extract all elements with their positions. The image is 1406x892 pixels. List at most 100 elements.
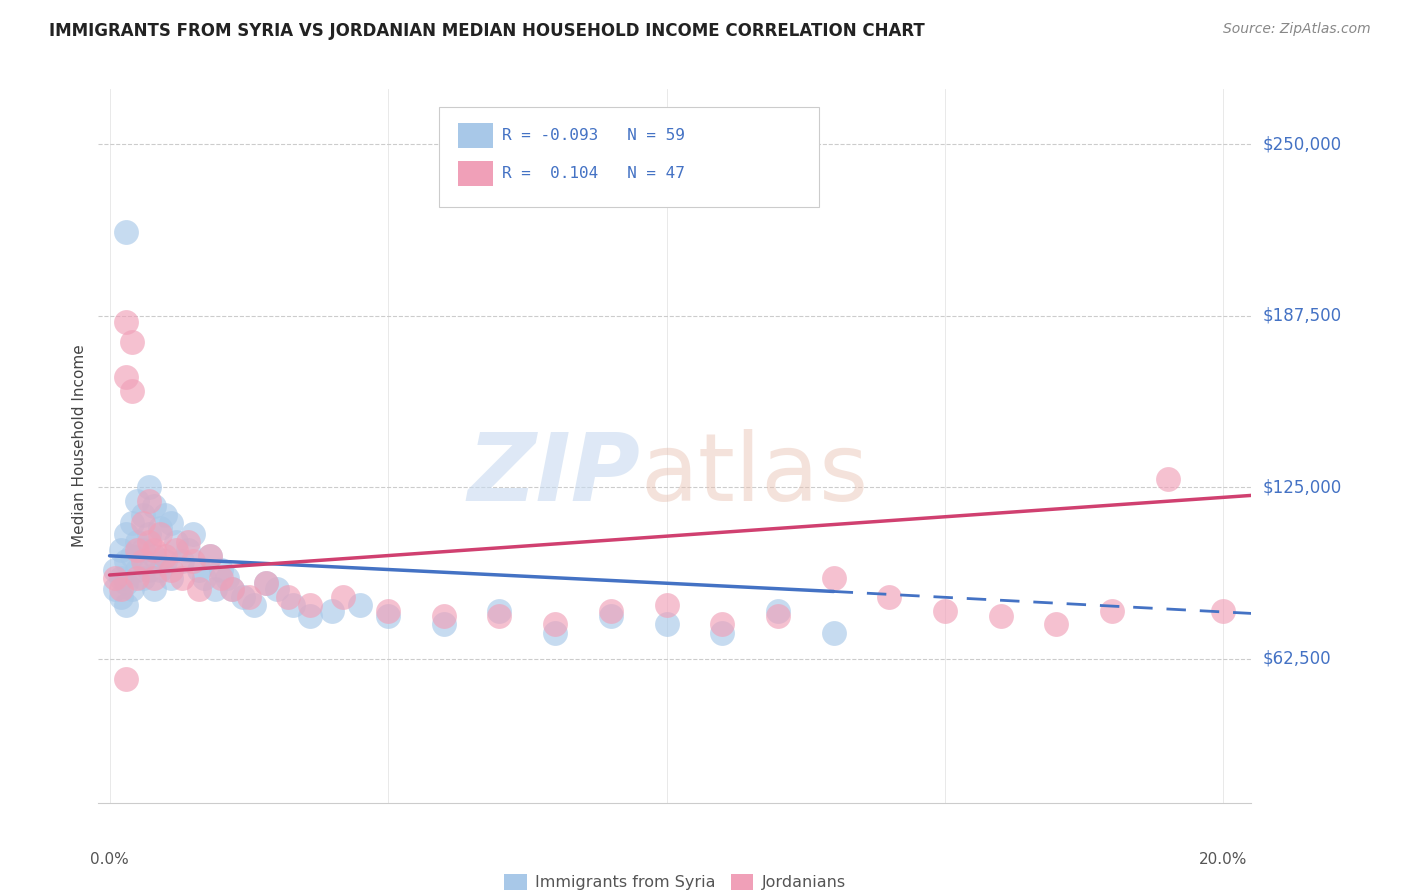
Point xyxy=(990,609,1012,624)
Point xyxy=(655,598,678,612)
Point xyxy=(115,526,138,541)
Point xyxy=(159,562,181,576)
FancyBboxPatch shape xyxy=(458,123,492,148)
Point xyxy=(209,571,232,585)
Text: 0.0%: 0.0% xyxy=(90,852,129,867)
Point xyxy=(165,543,187,558)
Point xyxy=(132,543,155,558)
Point xyxy=(176,543,198,558)
Text: Source: ZipAtlas.com: Source: ZipAtlas.com xyxy=(1223,22,1371,37)
Point xyxy=(159,571,181,585)
Point xyxy=(138,494,160,508)
Point xyxy=(115,370,138,384)
Point xyxy=(299,598,322,612)
Point xyxy=(209,562,232,576)
Point xyxy=(132,571,155,585)
Point xyxy=(115,225,138,239)
Y-axis label: Median Household Income: Median Household Income xyxy=(72,344,87,548)
Point xyxy=(110,582,132,596)
Point xyxy=(221,582,243,596)
Point xyxy=(1101,604,1123,618)
Point xyxy=(181,554,204,568)
Point xyxy=(143,500,166,514)
Point xyxy=(127,562,149,576)
Point xyxy=(198,549,221,563)
Point xyxy=(127,543,149,558)
FancyBboxPatch shape xyxy=(458,161,492,186)
Point xyxy=(488,604,510,618)
Point xyxy=(238,590,260,604)
Point xyxy=(277,590,299,604)
Point xyxy=(110,543,132,558)
Point xyxy=(127,494,149,508)
Point xyxy=(138,535,160,549)
Point xyxy=(1045,617,1067,632)
Point xyxy=(204,582,226,596)
Point xyxy=(433,609,456,624)
Text: IMMIGRANTS FROM SYRIA VS JORDANIAN MEDIAN HOUSEHOLD INCOME CORRELATION CHART: IMMIGRANTS FROM SYRIA VS JORDANIAN MEDIA… xyxy=(49,22,925,40)
Point xyxy=(711,625,734,640)
Text: $250,000: $250,000 xyxy=(1263,135,1341,153)
Point xyxy=(143,582,166,596)
Point xyxy=(187,562,209,576)
Point xyxy=(170,571,193,585)
Point xyxy=(283,598,305,612)
Point xyxy=(349,598,371,612)
Point xyxy=(110,590,132,604)
Point xyxy=(232,590,254,604)
Point xyxy=(132,554,155,568)
Point xyxy=(143,571,166,585)
Point xyxy=(377,604,399,618)
Point xyxy=(934,604,956,618)
Point xyxy=(766,609,789,624)
Point xyxy=(143,549,166,563)
Point xyxy=(138,562,160,576)
Point xyxy=(104,571,127,585)
Text: $125,000: $125,000 xyxy=(1263,478,1341,496)
Point xyxy=(149,562,172,576)
Point xyxy=(1157,472,1180,486)
Point xyxy=(266,582,288,596)
Point xyxy=(138,526,160,541)
Point xyxy=(115,598,138,612)
Point xyxy=(321,604,343,618)
Point xyxy=(254,576,277,591)
Point xyxy=(193,571,215,585)
Point xyxy=(121,549,143,563)
Point xyxy=(181,526,204,541)
Text: R =  0.104   N = 47: R = 0.104 N = 47 xyxy=(502,166,685,181)
Point xyxy=(132,508,155,522)
Point xyxy=(115,554,138,568)
Point xyxy=(766,604,789,618)
Point xyxy=(165,535,187,549)
Text: 20.0%: 20.0% xyxy=(1199,852,1247,867)
Point xyxy=(187,582,209,596)
Point xyxy=(155,549,177,563)
Point xyxy=(711,617,734,632)
Point xyxy=(544,617,567,632)
Point xyxy=(254,576,277,591)
Text: ZIP: ZIP xyxy=(467,428,640,521)
Point xyxy=(215,571,238,585)
Point xyxy=(121,582,143,596)
Point xyxy=(544,625,567,640)
Point xyxy=(377,609,399,624)
Point xyxy=(823,625,845,640)
Point xyxy=(121,334,143,349)
Point xyxy=(127,571,149,585)
Point xyxy=(104,582,127,596)
FancyBboxPatch shape xyxy=(439,107,818,207)
Point xyxy=(127,535,149,549)
Point xyxy=(159,516,181,530)
Point xyxy=(655,617,678,632)
Point xyxy=(110,571,132,585)
Point xyxy=(599,609,621,624)
Text: $187,500: $187,500 xyxy=(1263,307,1341,325)
Point xyxy=(155,508,177,522)
Point xyxy=(1212,604,1234,618)
Point xyxy=(115,673,138,687)
Point xyxy=(599,604,621,618)
Point xyxy=(433,617,456,632)
Point xyxy=(176,535,198,549)
Text: $62,500: $62,500 xyxy=(1263,649,1331,668)
